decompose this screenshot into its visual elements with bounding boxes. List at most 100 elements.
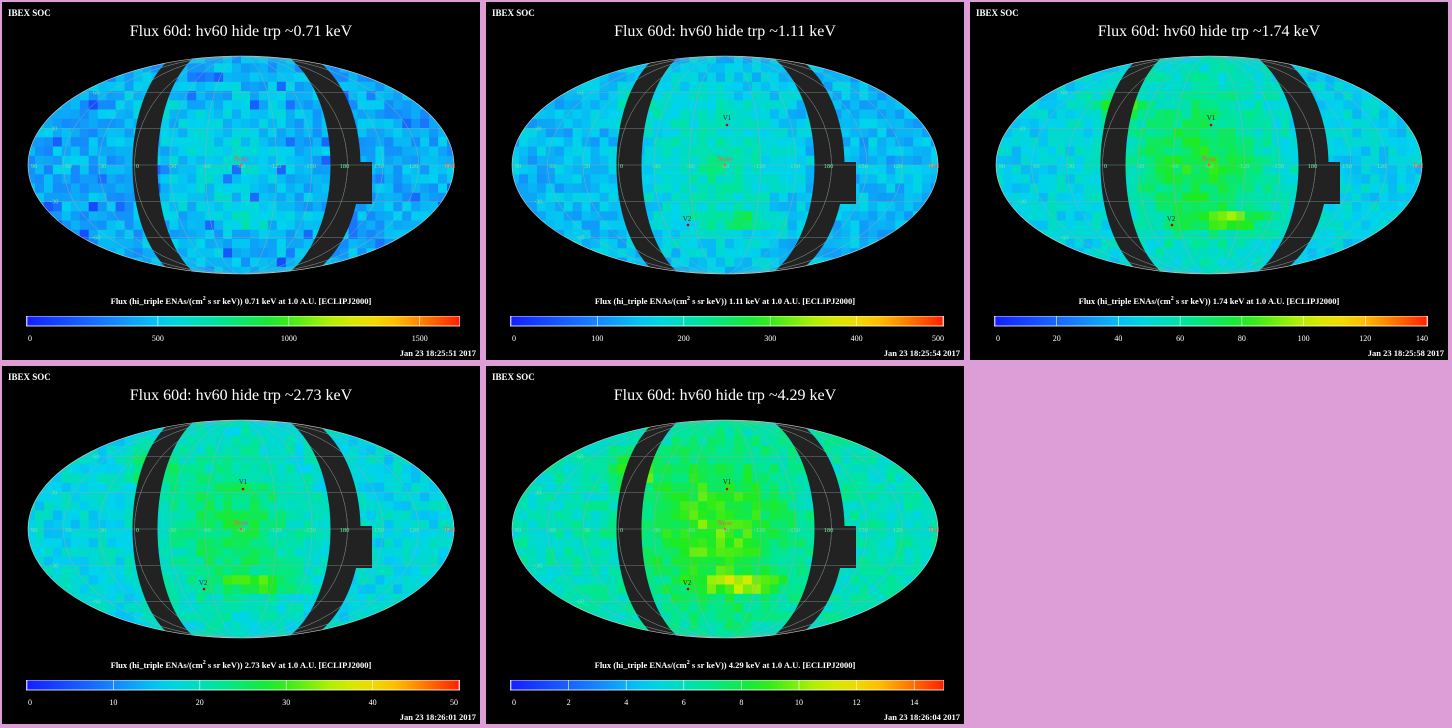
flux-pixel <box>760 547 771 558</box>
flux-pixel <box>778 91 789 101</box>
flux-pixel <box>1209 146 1219 157</box>
flux-pixel <box>859 202 869 212</box>
flux-pixel <box>1101 257 1112 268</box>
flux-pixel <box>689 155 699 166</box>
flux-pixel <box>662 211 672 222</box>
flux-pixel <box>106 464 117 475</box>
flux-pixel <box>196 445 206 456</box>
flux-pixel <box>1029 183 1040 194</box>
flux-pixel <box>411 202 421 212</box>
flux-pixel <box>303 183 314 194</box>
flux-pixel <box>303 155 314 166</box>
flux-pixel <box>1235 146 1246 157</box>
flux-pixel <box>653 220 663 231</box>
flux-pixel <box>366 109 376 120</box>
flux-pixel <box>716 81 726 92</box>
flux-pixel <box>52 100 63 111</box>
flux-pixel <box>608 482 619 493</box>
flux-pixel <box>375 229 385 240</box>
colorbar-tick-label: 500 <box>932 334 944 343</box>
flux-pixel <box>196 211 206 222</box>
longitude-label: -120 <box>270 527 282 534</box>
colorbar-tick-label: 30 <box>282 698 290 707</box>
flux-pixel <box>536 220 547 231</box>
flux-pixel <box>680 56 690 64</box>
flux-pixel <box>1343 109 1353 120</box>
flux-pixel <box>205 510 215 521</box>
flux-pixel <box>205 482 215 493</box>
flux-pixel <box>1253 266 1264 274</box>
flux-pixel <box>214 56 224 64</box>
map-border <box>995 55 1423 275</box>
flux-pixel <box>115 445 126 456</box>
flux-pixel <box>205 211 215 222</box>
flux-pixel <box>680 266 690 274</box>
timestamp: Jan 23 18:25:51 2017 <box>399 348 476 358</box>
flux-pixel <box>250 229 260 240</box>
flux-pixel <box>205 257 215 268</box>
flux-pixel <box>742 146 753 157</box>
flux-pixel <box>572 556 583 567</box>
flux-pixel <box>169 492 179 502</box>
flux-pixel <box>178 529 188 539</box>
flux-pixel <box>572 473 583 484</box>
flux-pixel <box>742 473 753 484</box>
flux-pixel <box>61 556 72 567</box>
flux-pixel <box>787 146 798 157</box>
flux-pixel <box>1173 118 1183 129</box>
flux-pixel <box>393 100 403 111</box>
flux-pixel <box>1164 118 1174 129</box>
flux-pixel <box>276 510 287 521</box>
flux-pixel <box>805 501 816 512</box>
flux-pixel <box>312 100 323 111</box>
flux-pixel <box>599 612 610 623</box>
flux-pixel <box>28 174 36 185</box>
flux-pixel <box>769 165 780 175</box>
flux-pixel <box>778 510 789 521</box>
flux-pixel <box>321 137 332 148</box>
flux-pixel <box>1200 81 1210 92</box>
flux-pixel <box>778 538 789 549</box>
flux-pixel <box>393 575 403 586</box>
longitude-label: -150 <box>788 163 800 170</box>
flux-pixel <box>160 556 170 567</box>
flux-pixel <box>1137 137 1147 148</box>
colorbar-ticks: 0 20 40 60 80 100 120 140 <box>994 316 1428 343</box>
flux-pixel <box>1200 192 1210 203</box>
flux-pixel <box>868 109 878 120</box>
flux-pixel <box>581 510 592 521</box>
flux-pixel <box>904 155 914 166</box>
flux-pixel <box>751 174 762 185</box>
flux-pixel <box>734 220 744 231</box>
flux-pixel <box>536 211 547 222</box>
flux-pixel <box>276 621 287 632</box>
flux-pixel <box>716 593 726 604</box>
flux-pixel <box>635 621 645 632</box>
flux-pixel <box>680 593 690 604</box>
flux-pixel <box>742 492 753 502</box>
flux-pixel <box>581 482 592 493</box>
flux-pixel <box>689 630 699 638</box>
longitude-label: -120 <box>754 527 766 534</box>
flux-pixel <box>250 109 260 120</box>
flux-pixel <box>169 202 179 212</box>
flux-pixel <box>285 566 296 576</box>
flux-pixel <box>590 593 601 604</box>
flux-pixel <box>223 482 233 493</box>
flux-pixel <box>512 183 520 194</box>
flux-pixel <box>707 100 717 111</box>
unsampled-region <box>1100 56 1340 274</box>
flux-pixel <box>599 165 610 175</box>
flux-pixel <box>196 63 206 74</box>
flux-pixel <box>205 593 215 604</box>
flux-pixel <box>689 183 699 194</box>
flux-pixel <box>922 566 932 576</box>
flux-pixel <box>769 202 780 212</box>
flux-pixel <box>725 137 735 148</box>
flux-pixel <box>366 492 376 502</box>
flux-pixel <box>232 473 242 484</box>
flux-pixel <box>223 529 233 539</box>
flux-pixel <box>1065 192 1076 203</box>
flux-pixel <box>1155 192 1165 203</box>
flux-pixel <box>1011 118 1022 129</box>
